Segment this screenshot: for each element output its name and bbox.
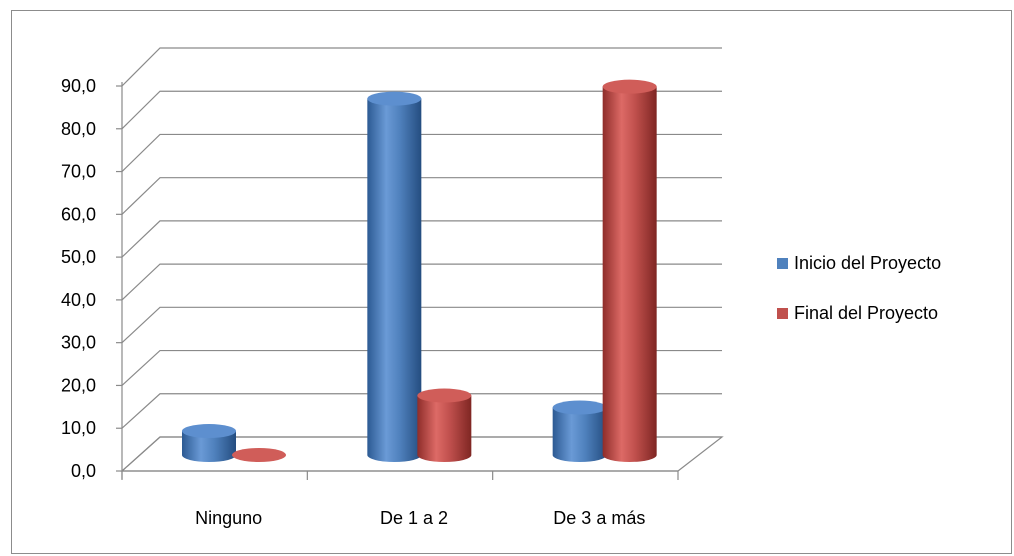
y-tick-label: 90,0 [61,76,96,96]
gridline [121,263,722,301]
x-category-label: De 1 a 2 [380,508,448,528]
y-tick-label: 0,0 [71,461,96,481]
x-category-label: De 3 a más [553,508,645,528]
y-tick-label: 50,0 [61,247,96,267]
y-tick-label: 70,0 [61,162,96,182]
gridline [121,220,722,258]
gridline [121,393,722,429]
bar-inicio [367,91,422,463]
axis-layer [116,82,679,480]
gridline [121,90,722,130]
bar-inicio [182,424,236,462]
legend: Inicio del Proyecto Final del Proyecto [777,253,941,323]
bar-inicio [552,400,607,462]
y-tick-label: 10,0 [61,418,96,438]
gridline [121,349,722,386]
y-tick-label: 80,0 [61,119,96,139]
bar-final [417,388,472,462]
x-category-label: Ninguno [195,508,262,528]
y-tick-label: 20,0 [61,375,96,395]
gridline [121,133,722,172]
gridline [121,177,722,215]
y-tick-label: 60,0 [61,204,96,224]
bars-layer [182,79,657,463]
gridline [121,306,722,344]
bar-final [602,79,657,462]
legend-swatch [777,308,788,319]
bar-final [232,448,286,462]
legend-swatch [777,258,788,269]
gridline [121,47,722,87]
chart-frame [11,10,1012,554]
labels-layer: 0,0 10,0 20,0 30,0 40,0 50,0 60,0 70,0 80,0 90,0 N… [61,76,645,528]
y-tick-label: 30,0 [61,333,96,353]
legend-label: Inicio del Proyecto [794,253,941,273]
legend-label: Final del Proyecto [794,303,938,323]
y-tick-label: 40,0 [61,290,96,310]
gridline [121,436,722,472]
